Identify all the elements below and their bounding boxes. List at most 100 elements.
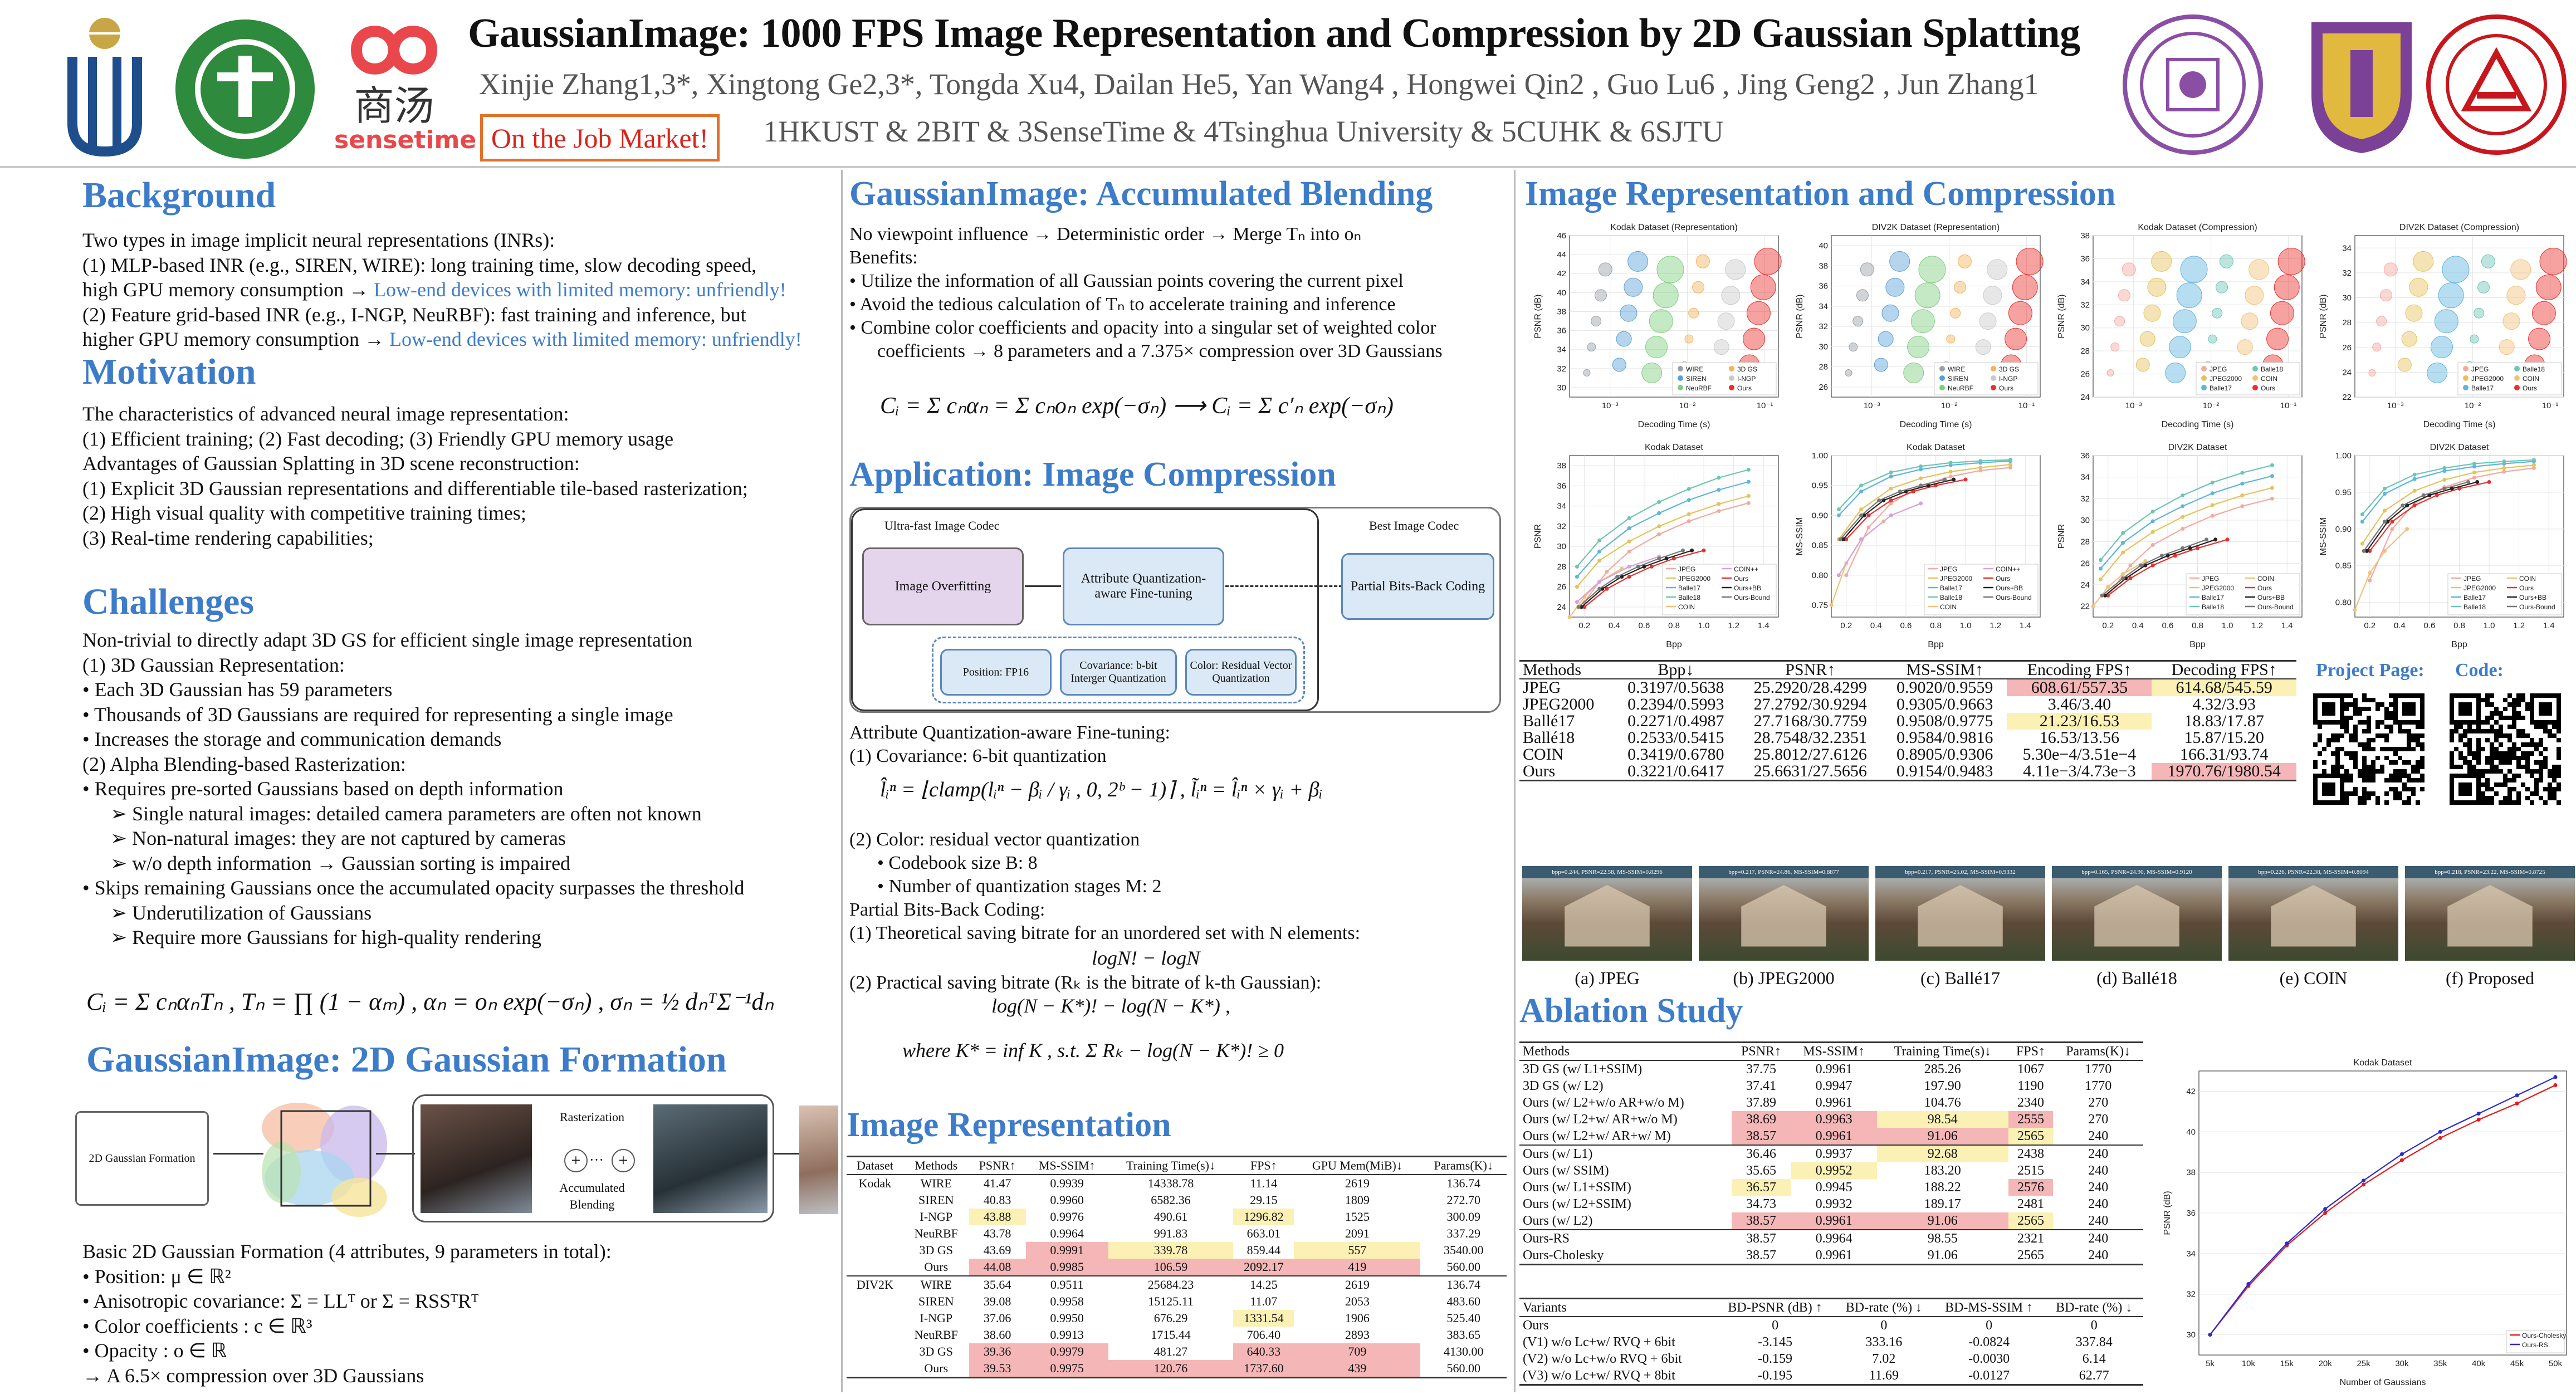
legend-label: COIN <box>2523 375 2539 383</box>
y-tick-label: 0.85 <box>1812 541 1828 550</box>
table-cell: 38.57 <box>1731 1212 1791 1230</box>
legend-label: JPEG <box>2463 575 2481 583</box>
y-tick-label: 34 <box>1557 345 1566 355</box>
bubble-point <box>1688 307 1699 319</box>
legend-label: JPEG2000 <box>2202 584 2234 592</box>
data-point <box>1657 524 1661 529</box>
bubble-point <box>2535 274 2562 300</box>
legend-label: Ours-Bound <box>2257 603 2294 611</box>
legend-label: Ours+BB <box>2519 594 2546 601</box>
data-point <box>1919 483 1923 488</box>
data-point <box>2181 504 2185 508</box>
table-cell: SIREN <box>918 1294 954 1308</box>
y-axis-label: PSNR (dB) <box>1533 294 1543 338</box>
data-point <box>2405 503 2409 508</box>
table-cell: 0.8905/0.9306 <box>1896 745 1993 764</box>
chart-title: DIV2K Dataset (Compression) <box>2399 223 2519 232</box>
data-point <box>1978 465 1983 469</box>
table-cell: Ours (w/ L2+w/ AR+w/ M) <box>1523 1129 1671 1143</box>
bubble-point <box>1950 307 1961 319</box>
table-header-cell: BD-PSNR (dB) ↑ <box>1715 1298 1835 1317</box>
data-point <box>2208 1333 2212 1337</box>
photo-label: (d) Ballé18 <box>2096 968 2177 988</box>
data-point <box>2150 519 2155 524</box>
data-point <box>1597 580 1602 584</box>
formation-text: Basic 2D Gaussian Formation (4 attribute… <box>82 1239 612 1388</box>
bubble-point <box>2270 301 2294 325</box>
x-axis-label: Bpp <box>1928 640 1944 649</box>
table-cell: 0 <box>1986 1318 1993 1333</box>
y-tick-label: 32 <box>1557 522 1566 531</box>
data-point <box>2368 571 2372 575</box>
color-line: (1) Theoretical saving bitrate for an un… <box>849 923 1361 943</box>
data-point <box>2240 481 2245 486</box>
sjtu-logo <box>2426 14 2568 156</box>
table-cell: 0.9991 <box>1025 1242 1108 1259</box>
table-cell: 481.27 <box>1153 1344 1188 1358</box>
table-cell: 2565 <box>2008 1128 2054 1145</box>
table-header-cell: Training Time(s)↓ <box>1108 1156 1234 1175</box>
table-row: Ours 39.53 0.9975 120.76 1737.60 439 560.00 <box>847 1360 1507 1378</box>
bubble-point <box>2176 282 2202 309</box>
y-tick-label: 44 <box>1557 250 1566 260</box>
data-point <box>2353 608 2357 612</box>
job-market-badge[interactable]: On the Job Market! <box>480 114 720 162</box>
x-tick-label: 0.8 <box>1668 621 1680 630</box>
data-point <box>2515 1101 2519 1106</box>
table-cell: 37.06 <box>983 1311 1011 1325</box>
legend-label: SIREN <box>1686 375 1707 383</box>
theoretical-equation: logN! − logN <box>1092 947 1200 969</box>
x-tick-label: 1.2 <box>1728 621 1739 630</box>
series-line <box>2366 481 2477 552</box>
bubble-point <box>2409 277 2428 297</box>
unfriendly-note: Low-end devices with limited memory: unf… <box>389 328 802 350</box>
x-axis-label: Decoding Time (s) <box>2162 420 2234 429</box>
table-row: Ballé17 0.2271/0.4987 27.7168/30.7759 0.950… <box>1519 713 2296 730</box>
data-point <box>2383 508 2387 513</box>
data-point <box>1844 537 1849 541</box>
legend-label: I-NGP <box>1999 375 2017 383</box>
table-cell: I-NGP <box>920 1311 953 1325</box>
table-header-cell: Params(K)↓ <box>2053 1041 2143 1061</box>
y-tick-label: 0.75 <box>1812 601 1828 610</box>
variants-body: Ours 0 0 0 0 (V1) w/o Lc+w/ RVQ + 6bit -3.145 3… <box>1519 1317 2143 1385</box>
y-tick-label: 46 <box>1557 231 1566 241</box>
table-cell: 270 <box>2088 1095 2109 1110</box>
data-point <box>2472 464 2476 469</box>
table-row: I-NGP 37.06 0.9950 676.29 1331.54 1906 525.40 <box>847 1310 1507 1327</box>
data-point <box>1575 575 1579 579</box>
data-point <box>2150 530 2155 534</box>
table-cell: 2893 <box>1345 1328 1370 1342</box>
legend-label: Balle18 <box>1678 594 1700 601</box>
y-tick-label: 42 <box>2186 1087 2196 1096</box>
project-page-qr[interactable] <box>2313 693 2425 805</box>
legend-label: Ours-Cholesky <box>2522 1332 2566 1339</box>
chart-svg: DIV2K Dataset 0.2 0.4 0.6 0.8 1.0 1.2 1.4 22 24 26… <box>2057 443 2303 649</box>
data-point <box>1597 559 1602 563</box>
data-point <box>2008 465 2012 469</box>
table-cell: 614.68/545.59 <box>2152 679 2296 696</box>
code-qr[interactable] <box>2450 693 2561 805</box>
sensetime-cn: 商汤 <box>354 82 434 129</box>
bubble-point <box>1684 334 1694 344</box>
table-cell: Ours-Cholesky <box>1523 1248 1604 1263</box>
challenges-line: ➢ Single natural images: detailed camera… <box>110 802 702 825</box>
series-line <box>2369 481 2490 552</box>
table-cell: 38.69 <box>1731 1111 1791 1128</box>
table-cell: 663.01 <box>1247 1226 1281 1240</box>
challenges-line: (2) Alpha Blending-based Rasterization: <box>82 752 406 775</box>
table-cell: 16.53/13.56 <box>2039 728 2120 747</box>
x-tick-label: 10⁻² <box>2203 401 2220 410</box>
covariance-box: Covariance: b-bit Interger Quantization <box>1060 649 1177 696</box>
covariance-label: Covariance: b-bit Interger Quantization <box>1071 659 1166 684</box>
formation-line: • Opacity : o ∈ ℝ <box>82 1339 227 1362</box>
data-point <box>2360 520 2364 524</box>
chart-title: Kodak Dataset <box>1645 443 1704 452</box>
table-cell: -0.0030 <box>1968 1352 2010 1366</box>
bubble-point <box>2147 277 2167 297</box>
chart-title: DIV2K Dataset <box>2168 443 2227 452</box>
ultra-fast-label: Ultra-fast Image Codec <box>884 519 1000 532</box>
photo-metrics: bpp=0.226, PSNR=22.38, MS-SSIM=0.8094 <box>2228 866 2398 878</box>
table-cell: 439 <box>1294 1360 1421 1378</box>
legend-box <box>2196 362 2300 395</box>
